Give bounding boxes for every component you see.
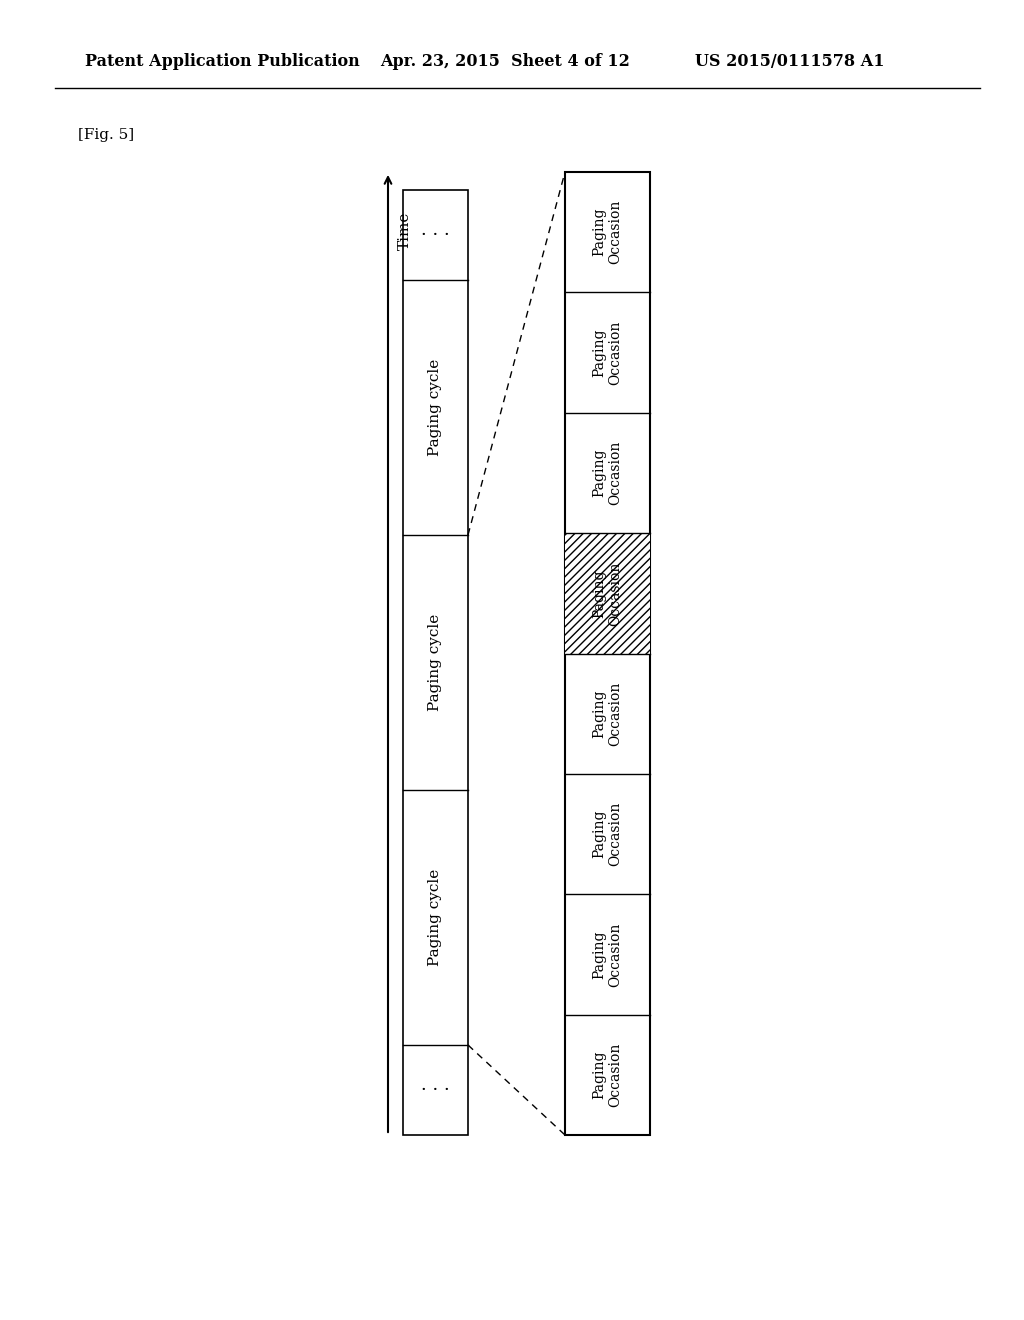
- Bar: [565, 172, 650, 1135]
- Text: · · ·: · · ·: [421, 1081, 450, 1100]
- Text: · · ·: · · ·: [421, 226, 450, 244]
- Bar: [565, 533, 650, 653]
- Text: [Fig. 5]: [Fig. 5]: [78, 128, 134, 143]
- Text: Paging cycle: Paging cycle: [428, 869, 442, 966]
- Text: Paging
Occasion: Paging Occasion: [593, 321, 623, 384]
- Text: Paging
Occasion: Paging Occasion: [593, 681, 623, 746]
- Bar: [403, 190, 468, 1135]
- Text: Apr. 23, 2015  Sheet 4 of 12: Apr. 23, 2015 Sheet 4 of 12: [380, 54, 630, 70]
- Text: Paging
Occasion: Paging Occasion: [593, 1043, 623, 1107]
- Text: Patent Application Publication: Patent Application Publication: [85, 54, 359, 70]
- Text: Paging
Occasion: Paging Occasion: [593, 923, 623, 986]
- Text: Paging
Occasion: Paging Occasion: [593, 201, 623, 264]
- Text: Paging cycle: Paging cycle: [428, 359, 442, 457]
- Text: Paging
Occasion: Paging Occasion: [593, 561, 623, 626]
- Text: Time: Time: [398, 213, 412, 251]
- Text: Paging
Occasion: Paging Occasion: [593, 801, 623, 866]
- Text: US 2015/0111578 A1: US 2015/0111578 A1: [695, 54, 885, 70]
- Text: Paging
Occasion: Paging Occasion: [593, 441, 623, 506]
- Text: Paging cycle: Paging cycle: [428, 614, 442, 711]
